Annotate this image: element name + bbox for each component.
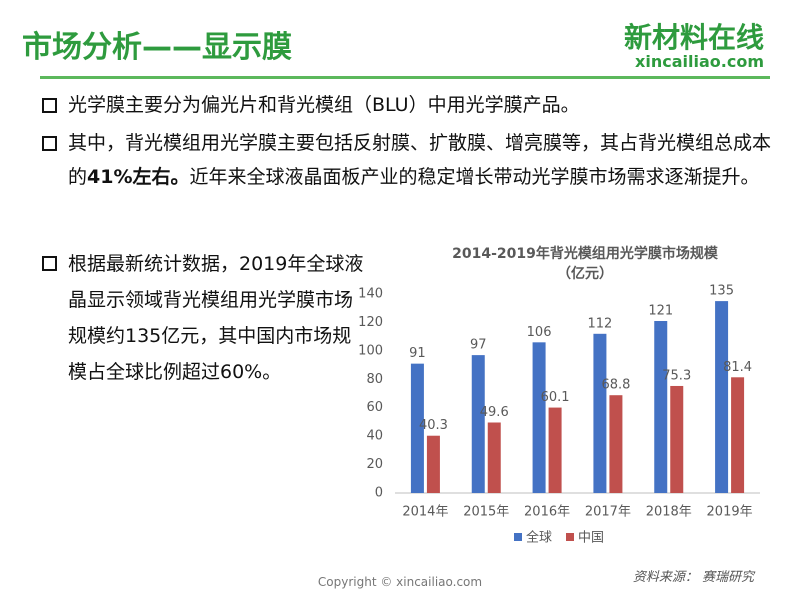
bullet: 其中，背光模组用光学膜主要包括反射膜、扩散膜、增亮膜等，其占背光模组总成本的41… [40, 126, 788, 194]
bullet: 根据最新统计数据，2019年全球液晶显示领域背光模组用光学膜市场规模约135亿元… [40, 246, 368, 390]
bar [487, 422, 501, 493]
x-tick-label: 2014年 [402, 505, 448, 520]
y-tick-label: 120 [358, 315, 383, 330]
data-label: 49.6 [480, 405, 509, 420]
bar [593, 333, 607, 493]
bar [715, 301, 729, 493]
bar [654, 321, 668, 493]
chart-title: 2014-2019年背光模组用光学膜市场规模 [452, 245, 719, 262]
legend-swatch [514, 533, 522, 541]
data-label: 68.8 [601, 378, 630, 393]
legend-label: 全球 [526, 530, 552, 546]
divider [40, 76, 770, 79]
x-tick-label: 2018年 [646, 505, 692, 520]
bullet-emphasis: 41%左右。 [87, 166, 190, 188]
y-tick-label: 0 [375, 486, 383, 501]
legend-label: 中国 [578, 531, 604, 546]
data-label: 81.4 [723, 360, 752, 375]
data-label: 91 [409, 346, 426, 361]
data-label: 40.3 [419, 418, 448, 433]
logo-url: xincailiao.com [635, 52, 764, 71]
data-label: 75.3 [662, 368, 691, 383]
y-tick-label: 20 [366, 457, 383, 472]
y-tick-label: 40 [366, 429, 383, 444]
bar [532, 342, 546, 493]
legend-swatch [566, 533, 574, 541]
data-label: 112 [588, 316, 613, 331]
bullet-text: 其中，背光模组用光学膜主要包括反射膜、扩散膜、增亮膜等，其占背光模组总成本的 [68, 132, 772, 188]
source: 资料来源： 赛瑞研究 [632, 570, 754, 585]
y-tick-label: 100 [358, 343, 383, 358]
bar [670, 385, 684, 493]
bar [731, 377, 745, 493]
data-label: 60.1 [541, 390, 570, 405]
data-label: 106 [527, 325, 552, 340]
bullet-text: 近年来全球液晶面板产业的稳定增长带动光学膜市场需求逐渐提升。 [189, 166, 760, 188]
x-tick-label: 2017年 [585, 505, 631, 520]
bullet-text: 光学膜主要分为偏光片和背光模组（BLU）中用光学膜产品。 [68, 94, 580, 116]
bar [471, 355, 485, 493]
y-tick-label: 80 [366, 372, 383, 387]
copyright: Copyright © xincailiao.com [317, 575, 483, 589]
chart-subtitle: （亿元） [557, 265, 613, 282]
y-tick-label: 140 [358, 287, 383, 302]
data-label: 121 [648, 304, 673, 319]
x-tick-label: 2015年 [463, 505, 509, 520]
x-tick-label: 2019年 [707, 505, 753, 520]
bar [410, 363, 424, 493]
slide-title: 市场分析——显示膜 [22, 30, 292, 65]
bullet: 光学膜主要分为偏光片和背光模组（BLU）中用光学膜产品。 [40, 88, 788, 122]
bullet-text: 根据最新统计数据，2019年全球液晶显示领域背光模组用光学膜市场规模约135亿元… [68, 253, 364, 383]
logo: 新材料在线 [623, 21, 764, 54]
bar [426, 435, 440, 493]
y-tick-label: 60 [366, 400, 383, 415]
data-label: 135 [709, 284, 734, 299]
bar [609, 395, 623, 493]
bar [548, 407, 562, 493]
data-label: 97 [470, 338, 487, 353]
x-tick-label: 2016年 [524, 505, 570, 520]
